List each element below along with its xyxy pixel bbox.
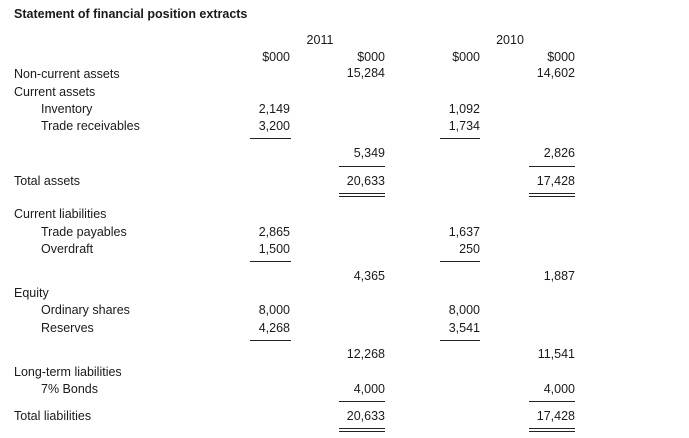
value-2011-overdraft: 1,500 <box>258 242 290 256</box>
value-2011-non-current-assets: 15,284 <box>346 66 385 80</box>
value-2010-overdraft: 250 <box>459 242 480 256</box>
rule-2010-total-liabilities-top <box>529 401 575 402</box>
value-2011-total-assets: 20,633 <box>346 174 385 188</box>
value-2010-ordinary-shares: 8,000 <box>448 303 480 317</box>
value-2010-trade-receivables: 1,734 <box>448 119 480 133</box>
value-2010-reserves: 3,541 <box>448 321 480 335</box>
value-2011-trade-receivables: 3,200 <box>258 119 290 133</box>
unit-header-2010-total: $000 <box>547 50 575 64</box>
label-total-assets: Total assets <box>14 174 81 188</box>
value-2010-trade-payables: 1,637 <box>448 225 480 239</box>
label-total-liabilities: Total liabilities <box>14 409 92 423</box>
rule-2011-total-liabilities-top <box>339 401 385 402</box>
rule-2011-equity <box>250 340 291 341</box>
value-2011-current-assets-total: 5,349 <box>353 146 385 160</box>
value-2010-total-assets: 17,428 <box>536 174 575 188</box>
rule-2010-current-assets <box>440 138 480 139</box>
rule-2011-total-liabilities-bottom-2 <box>339 431 385 432</box>
label-overdraft: Overdraft <box>41 242 94 256</box>
value-2011-total-liabilities: 20,633 <box>346 409 385 423</box>
rule-2010-total-assets-bottom-2 <box>529 196 575 197</box>
year-header-2011: 2011 <box>306 33 334 47</box>
label-non-current-assets: Non-current assets <box>14 67 120 81</box>
rule-2010-equity <box>440 340 480 341</box>
year-header-2010: 2010 <box>496 33 524 47</box>
rule-2010-total-assets-top <box>529 166 575 167</box>
rule-2011-total-assets-bottom-2 <box>339 196 385 197</box>
value-2010-current-liabilities-total: 1,887 <box>543 269 575 283</box>
value-2011-bonds: 4,000 <box>353 382 385 396</box>
rule-2011-current-liabilities <box>250 261 291 262</box>
label-current-assets: Current assets <box>14 85 96 99</box>
value-2011-trade-payables: 2,865 <box>258 225 290 239</box>
label-reserves: Reserves <box>41 321 94 335</box>
rule-2010-total-liabilities-bottom-2 <box>529 431 575 432</box>
value-2011-inventory: 2,149 <box>258 102 290 116</box>
label-inventory: Inventory <box>41 102 93 116</box>
value-2010-total-liabilities: 17,428 <box>536 409 575 423</box>
label-bonds: 7% Bonds <box>41 382 98 396</box>
unit-header-2011-total: $000 <box>357 50 385 64</box>
rule-2010-total-assets-bottom-1 <box>529 193 575 194</box>
rule-2011-total-assets-bottom-1 <box>339 193 385 194</box>
rule-2010-total-liabilities-bottom-1 <box>529 428 575 429</box>
value-2010-inventory: 1,092 <box>448 102 480 116</box>
unit-header-2011-inner: $000 <box>262 50 290 64</box>
value-2010-equity-total: 11,541 <box>537 347 575 361</box>
label-ordinary-shares: Ordinary shares <box>41 303 130 317</box>
rule-2010-current-liabilities <box>440 261 480 262</box>
rule-2011-total-liabilities-bottom-1 <box>339 428 385 429</box>
unit-header-2010-inner: $000 <box>452 50 480 64</box>
label-equity: Equity <box>14 286 49 300</box>
value-2010-current-assets-total: 2,826 <box>543 146 575 160</box>
value-2010-bonds: 4,000 <box>543 382 575 396</box>
label-long-term-liabilities: Long-term liabilities <box>14 365 122 379</box>
value-2011-current-liabilities-total: 4,365 <box>353 269 385 283</box>
document-title: Statement of financial position extracts <box>14 7 248 21</box>
value-2011-ordinary-shares: 8,000 <box>258 303 290 317</box>
rule-2011-total-assets-top <box>339 166 385 167</box>
label-trade-payables: Trade payables <box>41 225 127 239</box>
rule-2011-current-assets <box>250 138 291 139</box>
label-trade-receivables: Trade receivables <box>41 119 140 133</box>
value-2010-non-current-assets: 14,602 <box>536 66 575 80</box>
value-2011-equity-total: 12,268 <box>346 347 385 361</box>
value-2011-reserves: 4,268 <box>258 321 290 335</box>
label-current-liabilities: Current liabilities <box>14 207 107 221</box>
